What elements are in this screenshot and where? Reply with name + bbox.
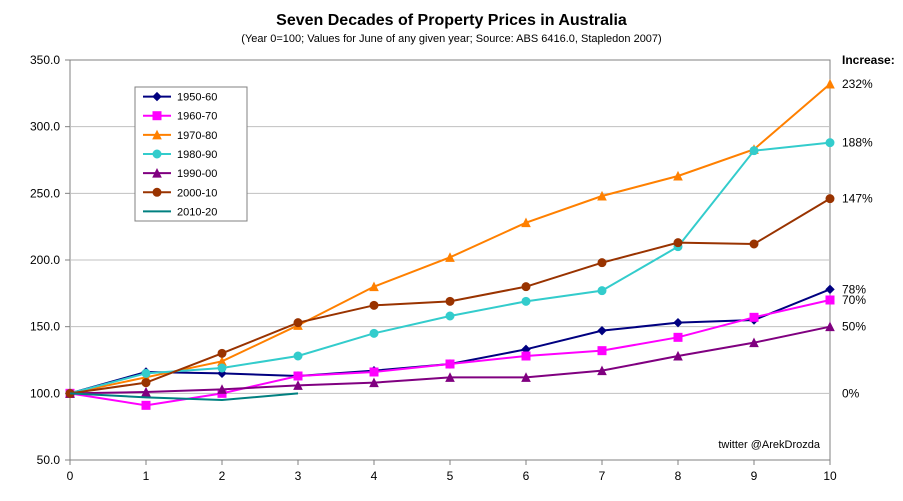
- increase-label: 188%: [842, 136, 873, 150]
- x-tick-label: 6: [523, 469, 530, 483]
- x-tick-label: 8: [675, 469, 682, 483]
- y-tick-label: 150.0: [30, 320, 60, 334]
- y-tick-label: 350.0: [30, 53, 60, 67]
- x-tick-label: 5: [447, 469, 454, 483]
- legend-label: 1980-90: [177, 149, 217, 161]
- legend-label: 1970-80: [177, 130, 217, 142]
- x-tick-label: 0: [67, 469, 74, 483]
- chart-subtitle: (Year 0=100; Values for June of any give…: [241, 33, 661, 45]
- legend-label: 2010-20: [177, 206, 217, 218]
- increase-header: Increase:: [842, 53, 895, 67]
- x-tick-label: 9: [751, 469, 758, 483]
- increase-label: 50%: [842, 320, 866, 334]
- y-tick-label: 250.0: [30, 186, 60, 200]
- increase-label: 70%: [842, 293, 866, 307]
- increase-label: 232%: [842, 77, 873, 91]
- x-tick-label: 4: [371, 469, 378, 483]
- x-tick-label: 10: [823, 469, 837, 483]
- twitter-credit: twitter @ArekDrozda: [718, 439, 821, 451]
- x-tick-label: 2: [219, 469, 226, 483]
- legend: 1950-60 1960-70 1970-80 1980-90 1990-00 2000-…: [135, 87, 247, 221]
- y-tick-label: 200.0: [30, 253, 60, 267]
- y-tick-label: 100.0: [30, 386, 60, 400]
- chart-title: Seven Decades of Property Prices in Aust…: [276, 12, 627, 29]
- legend-label: 1960-70: [177, 111, 217, 123]
- x-tick-label: 1: [143, 469, 150, 483]
- increase-label: 0%: [842, 386, 860, 400]
- increase-label: 147%: [842, 192, 873, 206]
- y-tick-label: 50.0: [37, 453, 61, 467]
- legend-label: 1990-00: [177, 168, 217, 180]
- y-tick-label: 300.0: [30, 120, 60, 134]
- legend-label: 1950-60: [177, 92, 217, 104]
- x-tick-label: 3: [295, 469, 302, 483]
- property-price-chart: Seven Decades of Property Prices in Aust…: [0, 0, 903, 501]
- x-tick-label: 7: [599, 469, 606, 483]
- legend-label: 2000-10: [177, 187, 217, 199]
